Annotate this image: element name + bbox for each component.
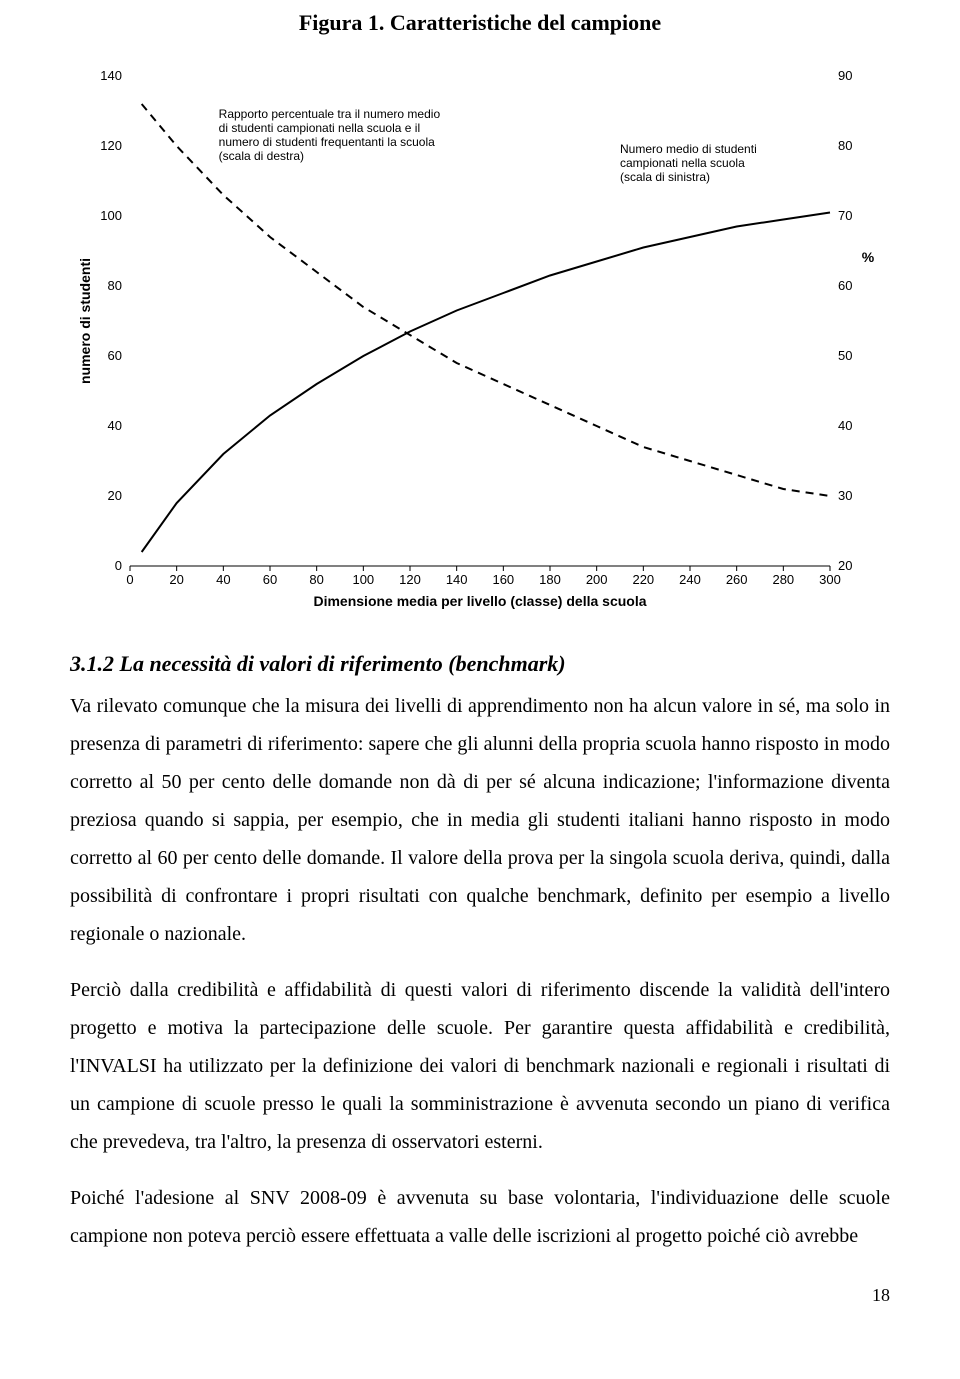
svg-text:di studenti campionati nella s: di studenti campionati nella scuola e il [219,121,420,135]
svg-text:60: 60 [263,572,277,587]
svg-text:200: 200 [586,572,608,587]
svg-text:(scala di sinistra): (scala di sinistra) [620,170,710,184]
svg-text:20: 20 [169,572,183,587]
svg-text:100: 100 [100,208,122,223]
section-heading: 3.1.2 La necessità di valori di riferime… [70,651,890,677]
svg-text:140: 140 [100,68,122,83]
svg-text:40: 40 [108,418,122,433]
svg-text:260: 260 [726,572,748,587]
svg-text:40: 40 [838,418,852,433]
svg-text:Rapporto percentuale tra il nu: Rapporto percentuale tra il numero medio [219,107,441,121]
svg-text:120: 120 [399,572,421,587]
chart-container: 0204060801001201401601802002202402602803… [70,56,890,621]
svg-text:220: 220 [632,572,654,587]
svg-text:40: 40 [216,572,230,587]
svg-text:180: 180 [539,572,561,587]
svg-text:80: 80 [108,278,122,293]
svg-text:Numero medio di studenti: Numero medio di studenti [620,142,757,156]
paragraph-2: Perciò dalla credibilità e affidabilità … [70,971,890,1161]
page: Figura 1. Caratteristiche del campione 0… [0,0,960,1346]
svg-text:%: % [862,249,875,265]
svg-text:60: 60 [108,348,122,363]
svg-text:300: 300 [819,572,841,587]
svg-text:20: 20 [108,488,122,503]
svg-text:30: 30 [838,488,852,503]
svg-text:80: 80 [838,138,852,153]
svg-text:160: 160 [492,572,514,587]
svg-text:(scala di destra): (scala di destra) [219,149,304,163]
page-number: 18 [70,1285,890,1306]
svg-text:campionati nella scuola: campionati nella scuola [620,156,745,170]
svg-text:0: 0 [126,572,133,587]
chart-svg: 0204060801001201401601802002202402602803… [70,56,890,616]
svg-text:numero di studenti frequentant: numero di studenti frequentanti la scuol… [219,135,435,149]
paragraph-3: Poiché l'adesione al SNV 2008-09 è avven… [70,1179,890,1255]
svg-text:20: 20 [838,558,852,573]
svg-text:80: 80 [309,572,323,587]
svg-text:70: 70 [838,208,852,223]
svg-text:240: 240 [679,572,701,587]
svg-text:280: 280 [772,572,794,587]
svg-text:100: 100 [352,572,374,587]
svg-text:Dimensione media per livello (: Dimensione media per livello (classe) de… [313,593,646,609]
svg-text:50: 50 [838,348,852,363]
figure-title: Figura 1. Caratteristiche del campione [70,10,890,36]
svg-text:0: 0 [115,558,122,573]
paragraph-1: Va rilevato comunque che la misura dei l… [70,687,890,953]
svg-text:120: 120 [100,138,122,153]
svg-text:60: 60 [838,278,852,293]
svg-text:90: 90 [838,68,852,83]
svg-text:140: 140 [446,572,468,587]
svg-text:numero di studenti: numero di studenti [77,258,93,384]
